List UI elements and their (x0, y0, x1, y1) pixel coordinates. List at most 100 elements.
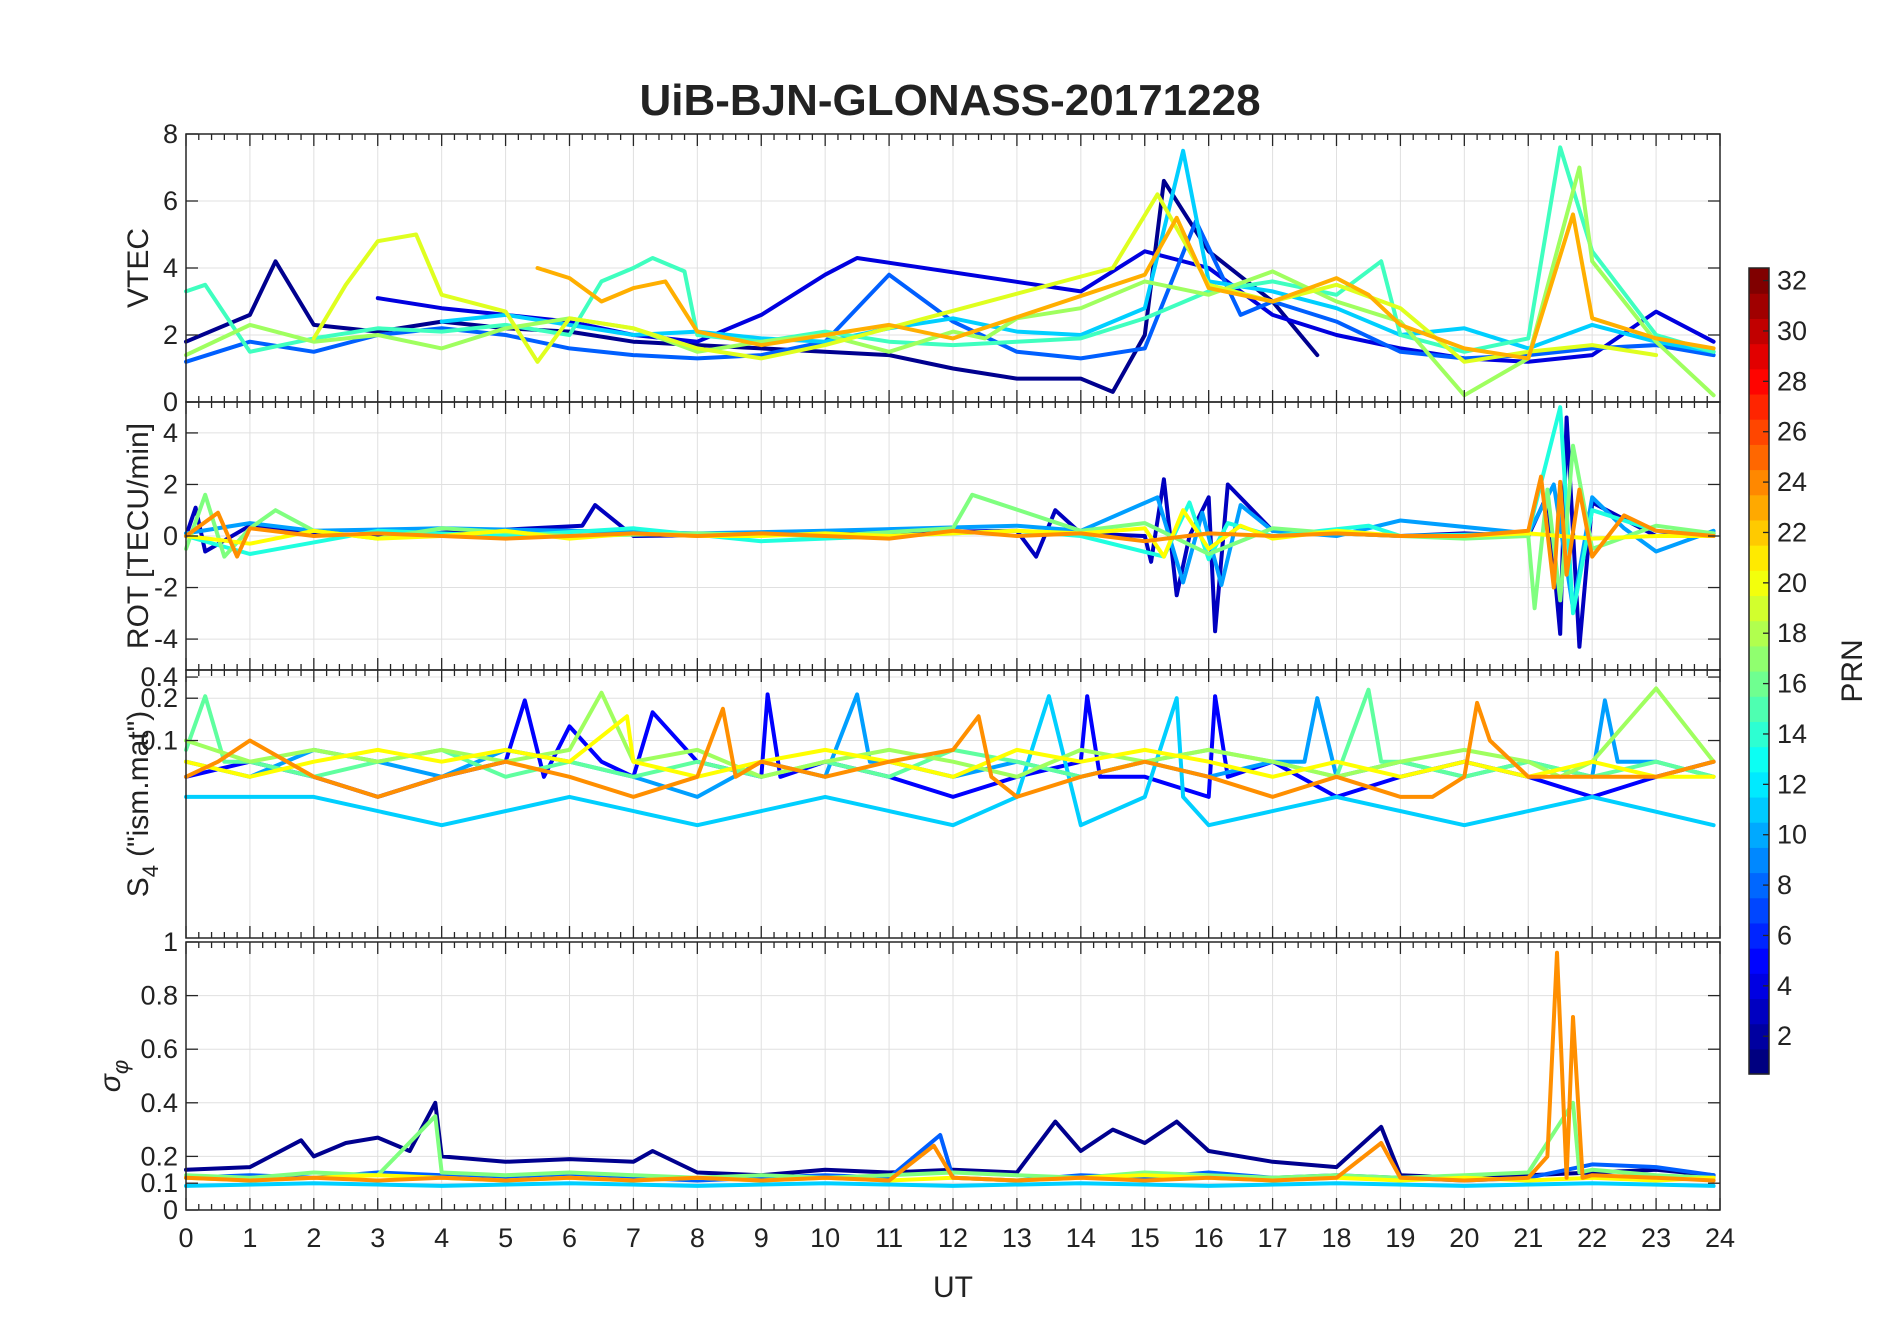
colorbar-swatch (1749, 570, 1769, 597)
colorbar-tick-label: 30 (1777, 316, 1807, 346)
sigma-ytick-label: 0.2 (140, 1141, 178, 1171)
colorbar-swatch (1749, 1023, 1769, 1050)
colorbar-swatch (1749, 771, 1769, 798)
colorbar-tick-label: 32 (1777, 266, 1807, 296)
s4-grid (185, 670, 1721, 938)
x-tick-label: 5 (498, 1223, 513, 1253)
colorbar-swatch (1749, 973, 1769, 1000)
rot-series-prn-9 (184, 482, 1716, 611)
vtec-panel: 0 2 4 6 8 VTEC (122, 119, 1721, 417)
vtec-ylabel: VTEC (122, 228, 155, 308)
colorbar-tick-label: 8 (1777, 870, 1792, 900)
colorbar-swatch (1749, 545, 1769, 571)
s4-ytick-label: 0.2 (140, 683, 178, 713)
colorbar-swatch (1749, 721, 1769, 748)
rot-ytick-label: -2 (154, 573, 178, 603)
x-tick-label: 8 (690, 1223, 705, 1253)
sigma-ytick-label: 1 (163, 927, 178, 957)
colorbar-swatch (1749, 822, 1769, 848)
rot-ylabel: ROT [TECU/min] (122, 423, 155, 649)
colorbar-swatch (1749, 872, 1769, 899)
colorbar-swatch (1749, 796, 1769, 823)
sigma-ytick-label: 0.8 (140, 981, 178, 1011)
s4-series-prn-17 (184, 686, 1716, 779)
x-tick-label: 22 (1577, 1223, 1607, 1253)
rot-ytick-label: 0 (163, 521, 178, 551)
colorbar-swatch (1749, 368, 1769, 395)
x-tick-label: 18 (1321, 1223, 1351, 1253)
colorbar-swatch (1749, 444, 1769, 471)
colorbar-tick-label: 2 (1777, 1021, 1792, 1051)
colorbar-swatch (1749, 268, 1769, 294)
x-tick-labels: 0 1 2 3 4 5 6 7 8 9 10 11 12 13 14 15 16 17 18 19 20 21 22 23 24 (178, 1223, 1735, 1253)
s4-tick-group: 0.1 0.20.4 (140, 662, 1721, 938)
colorbar-swatches (1749, 268, 1769, 1075)
s4-series-prn-15 (184, 687, 1716, 779)
s4-panel: 0.1 0.20.4 S4 ("ism.mat") (122, 662, 1721, 939)
colorbar-swatch (1749, 671, 1769, 697)
vtec-series-group (184, 145, 1716, 398)
s4-series-group (184, 686, 1716, 828)
colorbar-swatch (1749, 469, 1769, 496)
x-tick-label: 11 (875, 1223, 903, 1253)
sigma-ylabel: σφ (94, 1060, 133, 1092)
x-tick-label: 16 (1194, 1223, 1224, 1253)
vtec-ytick-label: 2 (163, 320, 178, 350)
sigma-ytick-label: 0.6 (140, 1034, 178, 1064)
vtec-series-prn-12 (439, 148, 1716, 354)
colorbar-swatch (1749, 620, 1769, 647)
x-tick-label: 3 (370, 1223, 385, 1253)
vtec-ytick-label: 8 (163, 119, 178, 149)
vtec-series-prn-5 (375, 249, 1716, 364)
x-tick-label: 15 (1130, 1223, 1160, 1253)
colorbar-tick-label: 24 (1777, 467, 1807, 497)
s4-ytick-label: 0.4 (140, 662, 178, 692)
rot-panel: -4 -2 0 2 4 ROT [TECU/min] (122, 401, 1721, 671)
s4-ylabel: S4 ("ism.mat") (122, 711, 163, 898)
colorbar-swatch (1749, 1048, 1769, 1075)
s4-series-prn-20 (184, 714, 1716, 779)
colorbar-tick-label: 14 (1777, 719, 1807, 749)
colorbar-swatch (1749, 393, 1769, 420)
rot-ytick-label: 4 (163, 418, 178, 448)
vtec-ytick-label: 0 (163, 387, 178, 417)
x-tick-label: 21 (1513, 1223, 1543, 1253)
colorbar-swatch (1749, 897, 1769, 924)
sigma-ytick-label: 0 (163, 1195, 178, 1225)
colorbar-tick-label: 18 (1777, 618, 1807, 648)
colorbar-swatch (1749, 293, 1769, 319)
colorbar-tick-label: 4 (1777, 971, 1792, 1001)
colorbar-swatch (1749, 494, 1769, 521)
s4-ylabel-sub: 4 (138, 865, 163, 877)
colorbar-tick-label: 20 (1777, 568, 1807, 598)
colorbar-swatch (1749, 696, 1769, 722)
sigma-panel: 00.10.2 0.4 0.6 0.8 1 σφ (94, 927, 1721, 1225)
x-tick-label: 0 (178, 1223, 193, 1253)
colorbar-swatch (1749, 922, 1769, 949)
sigma-series-prn-16 (184, 1100, 1716, 1180)
s4-ylabel-tail: ("ism.mat") (122, 711, 155, 857)
s4-ytick-label: 0.1 (140, 726, 178, 756)
sigma-ytick-label: 0.1 (140, 1168, 178, 1198)
x-tick-label: 19 (1385, 1223, 1415, 1253)
rot-series-group (184, 405, 1716, 649)
x-tick-label: 24 (1705, 1223, 1735, 1253)
colorbar-tick-label: 12 (1777, 769, 1807, 799)
sigma-series-group (184, 950, 1716, 1188)
rot-series-prn-23 (184, 474, 1716, 590)
s4-series-prn-23 (184, 700, 1716, 799)
rot-ytick-label: 2 (163, 469, 178, 499)
rot-series-prn-13 (184, 405, 1716, 616)
sigma-ytick-label: 0.4 (140, 1088, 178, 1118)
colorbar-label: PRN (1836, 639, 1869, 702)
colorbar-swatch (1749, 595, 1769, 622)
rot-tick-group: -4 -2 0 2 4 (154, 402, 1721, 670)
vtec-series-prn-8 (184, 219, 1716, 364)
colorbar-swatch (1749, 948, 1769, 974)
x-tick-label: 10 (810, 1223, 840, 1253)
x-tick-label: 17 (1258, 1223, 1288, 1253)
s4-ylabel-main: S (122, 877, 155, 897)
colorbar-swatch (1749, 746, 1769, 773)
x-tick-label: 12 (938, 1223, 968, 1253)
colorbar-swatch (1749, 519, 1769, 546)
